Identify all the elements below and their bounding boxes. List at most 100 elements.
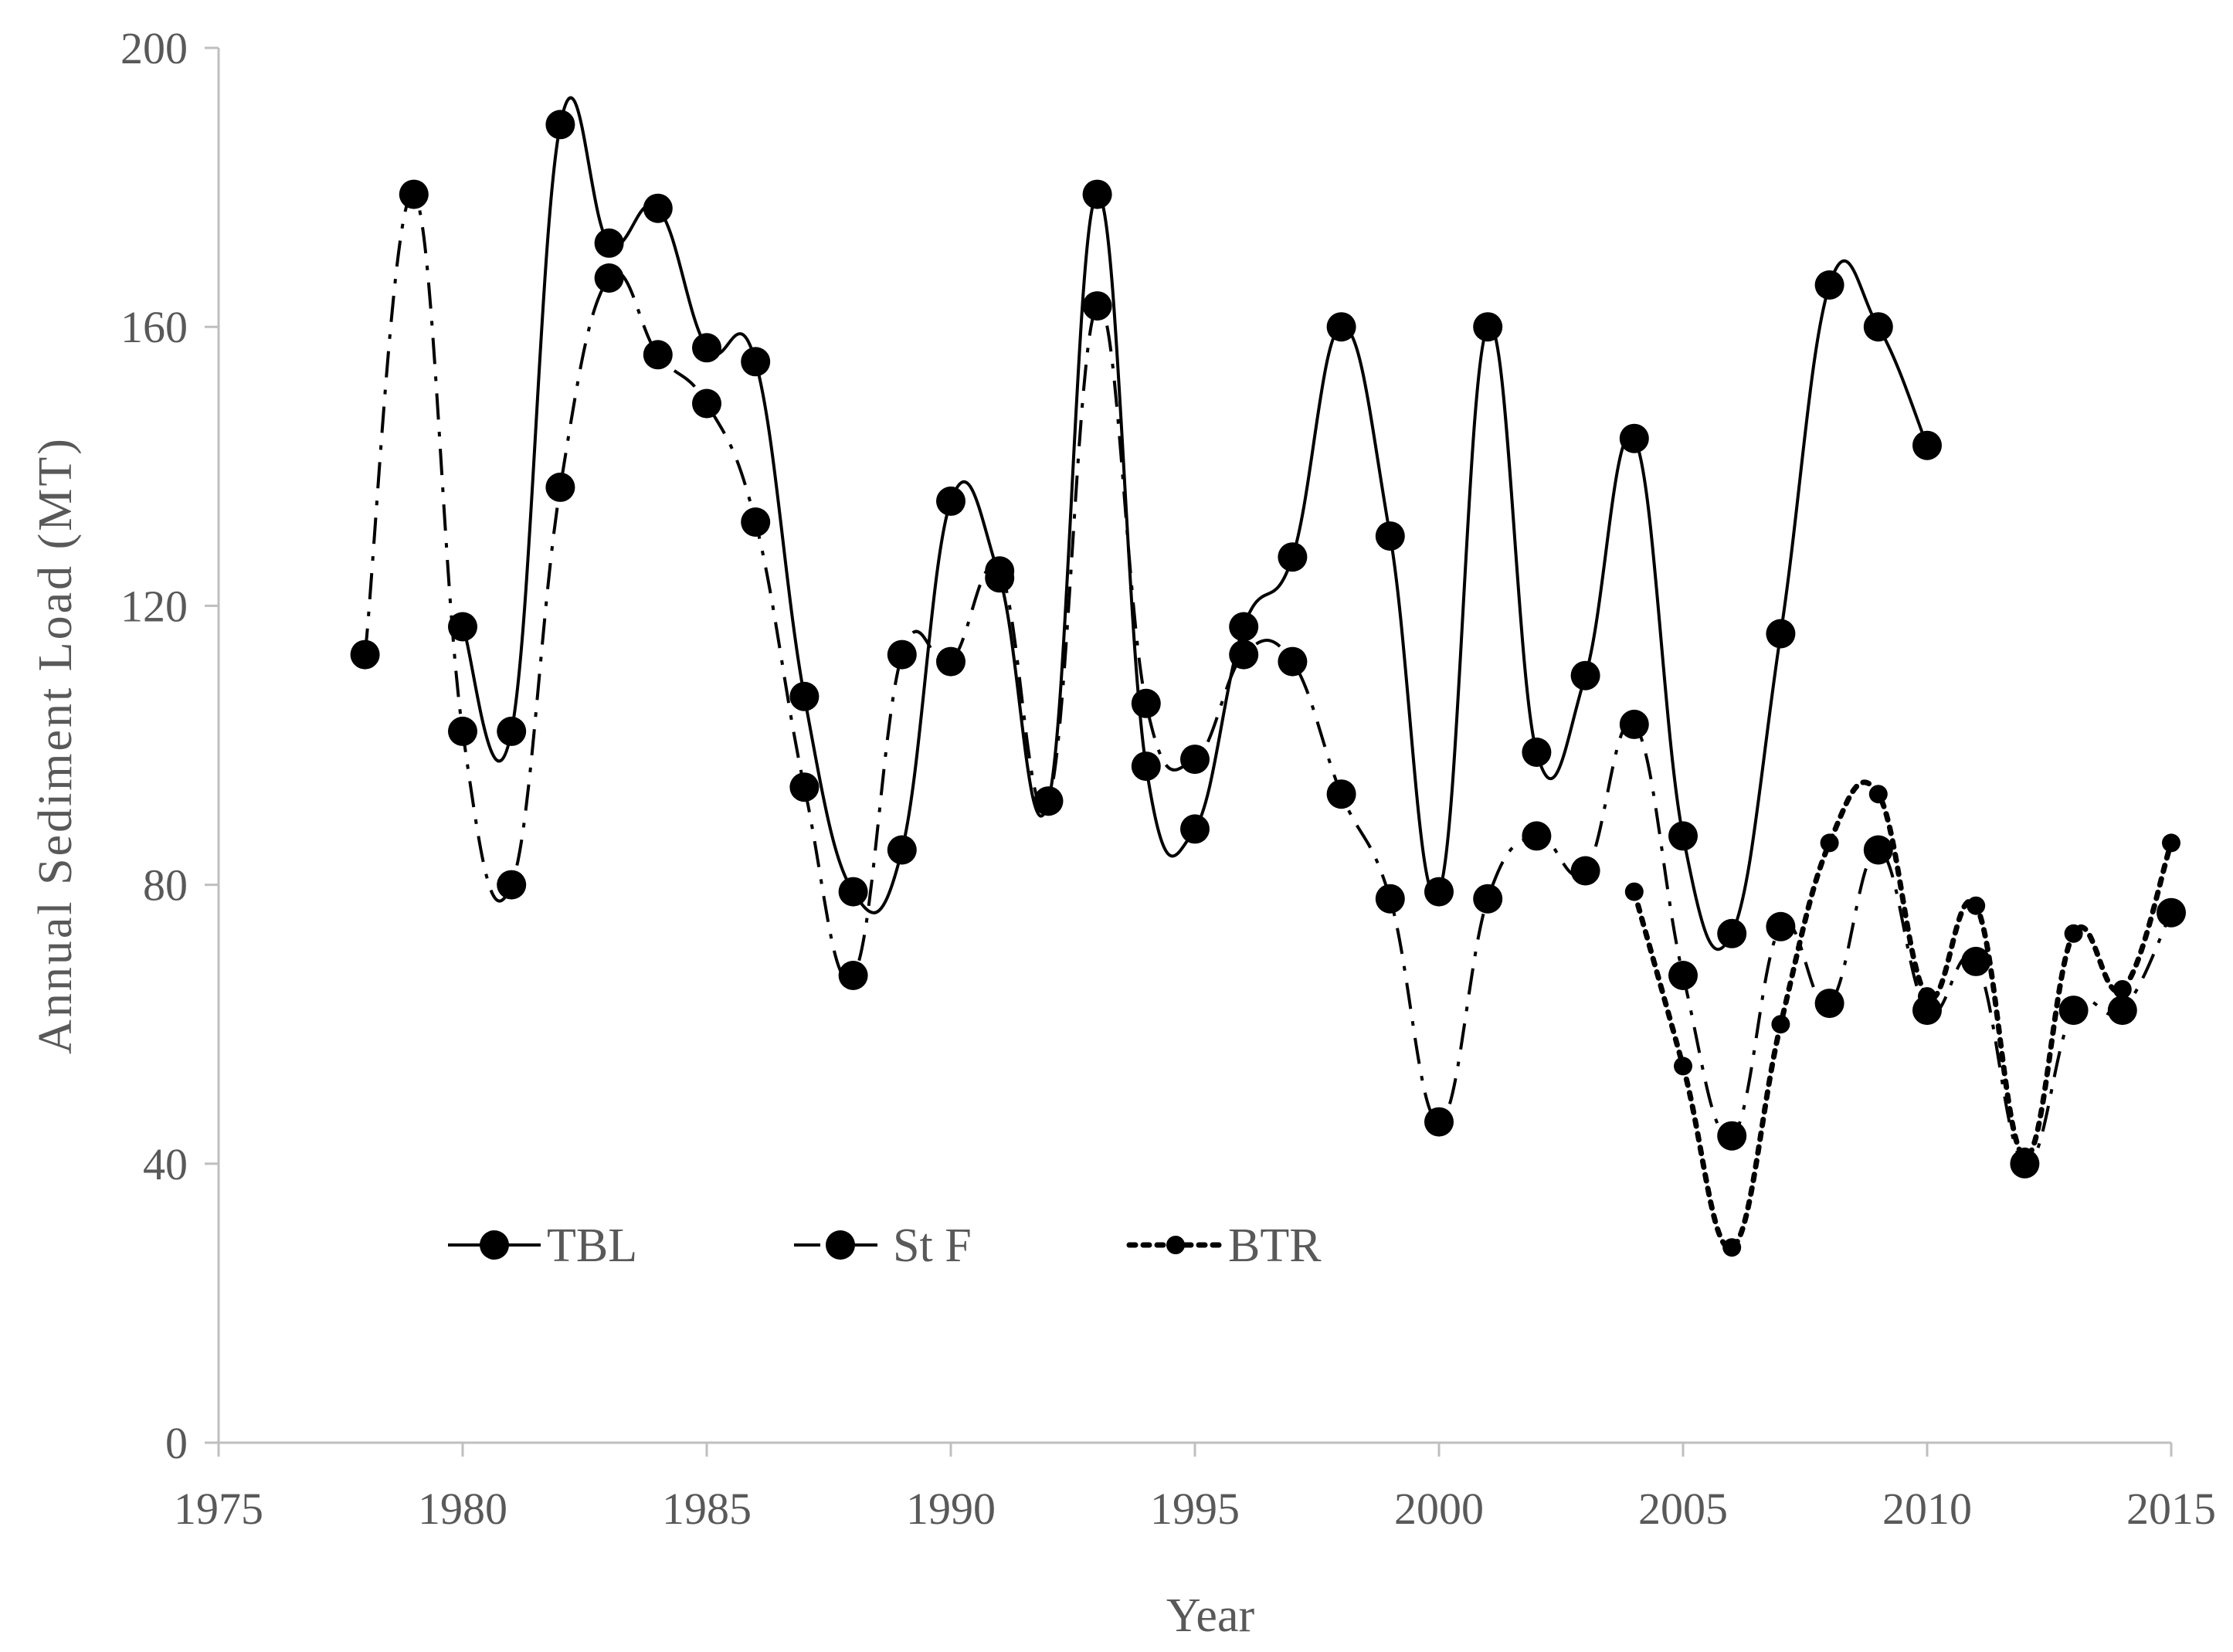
data-point-tbl	[838, 877, 868, 907]
x-tick-label: 2005	[1638, 1484, 1728, 1534]
data-point-st-f	[350, 639, 380, 670]
data-point-tbl	[1912, 430, 1942, 460]
data-point-st-f	[1326, 779, 1356, 809]
series-line-btr	[1631, 779, 2174, 1250]
x-tick-label: 2010	[1882, 1484, 1972, 1534]
data-point-btr	[1674, 1057, 1692, 1076]
data-point-btr	[1868, 785, 1888, 804]
x-tick-label: 2015	[2126, 1484, 2216, 1534]
data-point-tbl	[692, 333, 721, 363]
x-axis-title: Year	[1166, 1589, 1255, 1642]
data-point-tbl	[1229, 612, 1259, 642]
data-point-tbl	[1522, 738, 1552, 767]
data-point-st-f	[2058, 996, 2089, 1026]
data-point-st-f	[1180, 745, 1210, 775]
data-point-st-f	[2010, 1148, 2040, 1179]
data-point-tbl	[1570, 660, 1600, 690]
data-point-btr	[2064, 924, 2083, 943]
y-tick-label: 80	[143, 860, 188, 911]
x-tick-label: 1975	[174, 1484, 263, 1534]
data-point-st-f	[741, 507, 771, 537]
data-point-st-f	[1570, 856, 1600, 886]
data-point-tbl	[1180, 814, 1210, 844]
data-point-st-f	[497, 870, 527, 900]
data-point-tbl	[1424, 877, 1454, 907]
data-point-tbl	[1473, 312, 1503, 342]
data-point-tbl	[1619, 423, 1649, 453]
data-point-st-f	[2107, 996, 2137, 1026]
data-point-tbl	[741, 347, 771, 377]
data-point-st-f	[1863, 835, 1893, 865]
data-point-st-f	[594, 263, 624, 293]
data-point-st-f	[1717, 1121, 1747, 1151]
data-point-tbl	[545, 110, 575, 140]
data-point-btr	[1967, 896, 1986, 915]
legend-marker-btr	[1166, 1236, 1185, 1254]
data-point-tbl	[1814, 270, 1844, 300]
x-tick-label: 1990	[906, 1484, 996, 1534]
data-point-st-f	[838, 961, 868, 990]
data-point-tbl	[887, 835, 917, 865]
data-point-tbl	[1375, 521, 1405, 551]
data-point-btr	[1771, 1015, 1790, 1034]
data-point-st-f	[1522, 821, 1552, 851]
x-tick-label: 2000	[1394, 1484, 1484, 1534]
data-point-st-f	[2157, 897, 2186, 928]
data-point-btr	[1624, 882, 1644, 901]
data-point-st-f	[1668, 961, 1698, 990]
legend-item-st-f: St F	[794, 1219, 972, 1272]
data-point-tbl	[985, 563, 1015, 593]
data-point-tbl	[789, 681, 820, 711]
legend-label-st-f: St F	[893, 1219, 972, 1272]
data-point-st-f	[448, 716, 477, 746]
data-point-st-f	[1082, 291, 1112, 321]
data-point-st-f	[1961, 946, 1991, 976]
data-point-st-f	[545, 472, 575, 502]
data-point-st-f	[1375, 884, 1405, 914]
data-point-tbl	[594, 228, 624, 258]
data-point-tbl	[1863, 312, 1893, 342]
data-point-btr	[1820, 833, 1839, 853]
series-st-f	[350, 179, 2186, 1179]
data-point-st-f	[643, 340, 673, 370]
data-point-st-f	[1766, 911, 1796, 941]
data-point-st-f	[1473, 884, 1503, 914]
data-point-st-f	[1814, 989, 1844, 1019]
data-point-st-f	[1131, 688, 1161, 718]
y-tick-label: 200	[120, 23, 188, 73]
data-point-btr	[1722, 1238, 1742, 1257]
data-point-btr	[2113, 980, 2132, 999]
data-point-tbl	[936, 486, 965, 516]
y-tick-label: 120	[120, 581, 188, 631]
x-ticks: 1975 1980 1985 1990 1995 2000 2005 2010 2015	[174, 1443, 2216, 1534]
data-point-st-f	[789, 772, 820, 802]
data-point-tbl	[643, 193, 673, 223]
data-point-st-f	[887, 639, 917, 670]
axes: 0 40 80 120 160 200 1975 1980 1985 1990 1995 2000 2…	[120, 23, 2216, 1534]
legend-label-tbl: TBL	[547, 1219, 637, 1272]
legend-marker-tbl	[480, 1230, 509, 1260]
data-point-st-f	[1424, 1107, 1454, 1137]
data-point-tbl	[448, 612, 477, 642]
data-point-st-f	[936, 646, 965, 677]
series-line-st-f	[363, 192, 2173, 1166]
data-point-tbl	[1717, 918, 1747, 948]
legend-item-tbl: TBL	[448, 1219, 637, 1272]
series-layer	[350, 96, 2186, 1257]
data-point-tbl	[1326, 312, 1356, 342]
legend-item-btr: BTR	[1126, 1219, 1322, 1272]
data-point-st-f	[692, 388, 721, 419]
series-btr	[1624, 779, 2180, 1257]
x-tick-label: 1985	[662, 1484, 752, 1534]
data-point-st-f	[399, 179, 429, 209]
y-axis-title: Annual Sediment Load (MT)	[29, 436, 82, 1054]
legend: TBL St F BTR	[448, 1219, 1322, 1272]
data-point-btr	[2162, 833, 2180, 853]
data-point-tbl	[1766, 619, 1796, 649]
legend-label-btr: BTR	[1228, 1219, 1322, 1272]
y-tick-label: 40	[143, 1139, 188, 1189]
y-tick-label: 160	[120, 302, 188, 352]
x-tick-label: 1980	[418, 1484, 507, 1534]
legend-marker-st-f	[826, 1230, 855, 1260]
y-tick-label: 0	[165, 1418, 188, 1468]
